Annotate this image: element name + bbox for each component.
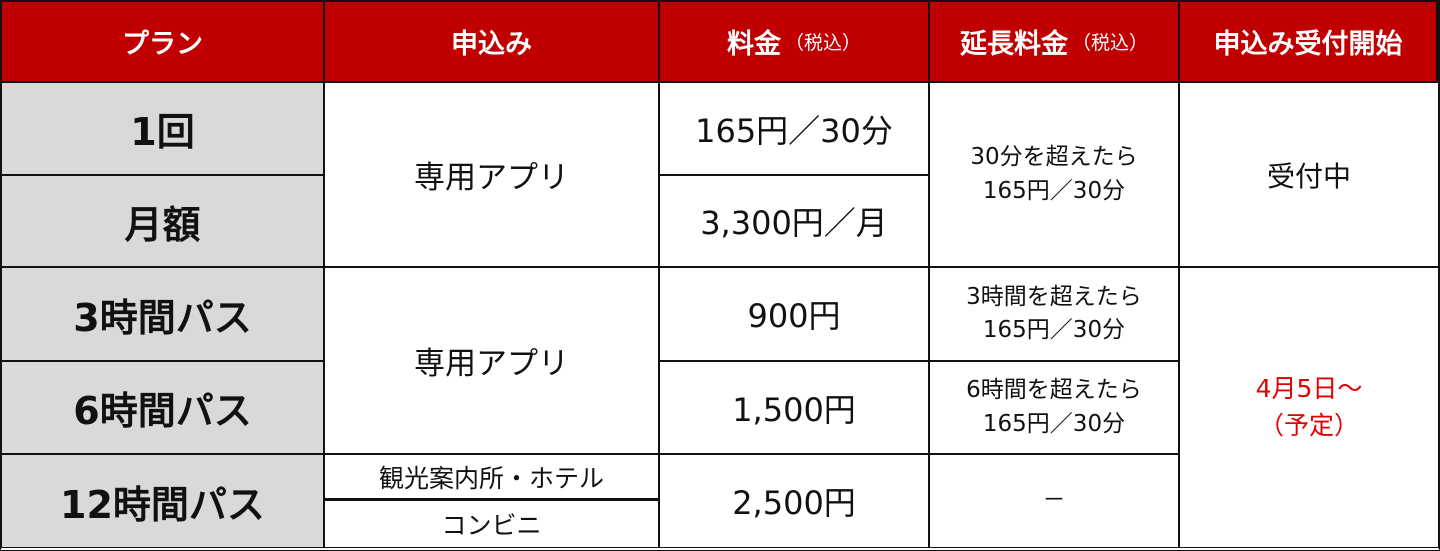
header-apply-label: 申込み (451, 29, 532, 60)
extension-line: 6時間を超えたら (966, 377, 1142, 404)
start-date: 4月5日～ (1255, 374, 1363, 404)
price-cell: 2,500円 (660, 455, 930, 547)
extension-line: 165円／30分 (982, 317, 1126, 343)
start-cell: 4月5日～ （予定） (1180, 268, 1438, 547)
extension-cell: － (930, 455, 1180, 547)
start-cell: 受付中 (1180, 83, 1438, 268)
header-plan: プラン (2, 2, 325, 83)
header-extension-note: （税込） (1071, 32, 1148, 54)
extension-line: 30分を超えたら (970, 144, 1138, 171)
header-start: 申込み受付開始 (1180, 2, 1438, 83)
header-price: 料金 （税込） (660, 2, 930, 83)
plan-cell: 月額 (2, 176, 325, 268)
header-price-note: （税込） (784, 32, 861, 54)
header-apply: 申込み (325, 2, 660, 83)
header-start-label: 申込み受付開始 (1213, 29, 1403, 60)
price-cell: 3,300円／月 (660, 176, 930, 268)
extension-cell: 6時間を超えたら 165円／30分 (930, 362, 1180, 455)
price-cell: 900円 (660, 268, 930, 362)
header-extension: 延長料金 （税込） (930, 2, 1180, 83)
extension-line: 165円／30分 (982, 177, 1126, 204)
start-note: （予定） (1258, 410, 1359, 440)
plan-cell: 6時間パス (2, 362, 325, 455)
plan-cell: 1回 (2, 83, 325, 176)
extension-cell: 3時間を超えたら 165円／30分 (930, 268, 1180, 362)
apply-cell: 専用アプリ (325, 83, 660, 268)
extension-line: 3時間を超えたら (966, 283, 1142, 310)
apply-cell: コンビニ (325, 501, 660, 547)
price-cell: 1,500円 (660, 362, 930, 455)
extension-line: 165円／30分 (982, 410, 1126, 437)
price-cell: 165円／30分 (660, 83, 930, 176)
header-extension-label: 延長料金 (959, 29, 1068, 60)
apply-cell: 観光案内所・ホテル (325, 455, 660, 501)
header-price-label: 料金 (726, 29, 781, 60)
apply-cell: 専用アプリ (325, 268, 660, 455)
header-plan-label: プラン (122, 29, 203, 60)
plan-cell: 3時間パス (2, 268, 325, 362)
extension-cell: 30分を超えたら 165円／30分 (930, 83, 1180, 268)
plan-cell: 12時間パス (2, 455, 325, 547)
